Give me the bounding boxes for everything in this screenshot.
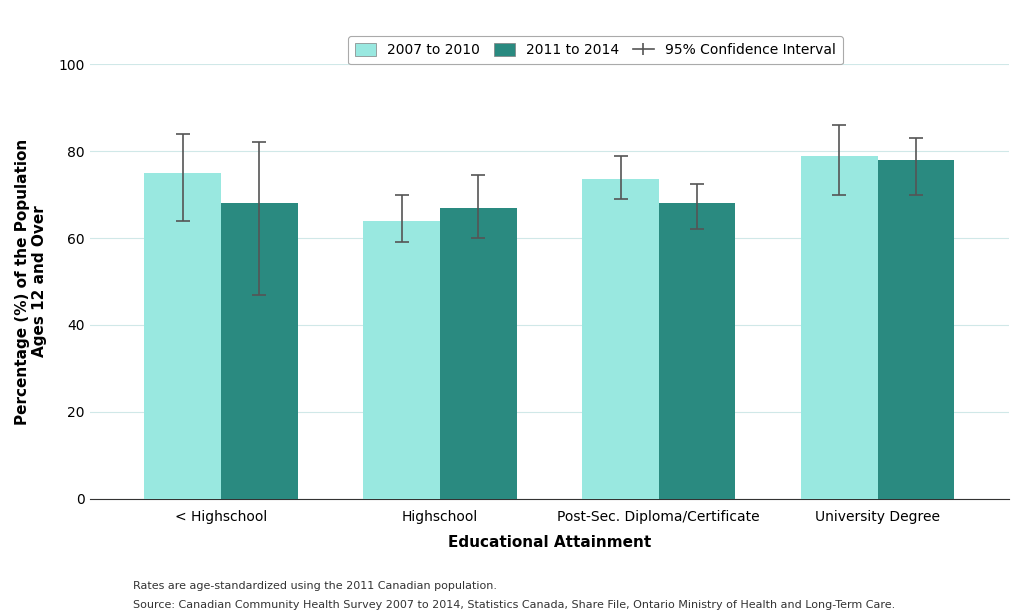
Bar — [144, 173, 221, 499]
Bar — [658, 203, 735, 499]
Bar — [440, 208, 516, 499]
Legend: 2007 to 2010, 2011 to 2014, 95% Confidence Interval: 2007 to 2010, 2011 to 2014, 95% Confiden… — [348, 36, 843, 64]
Bar — [583, 179, 658, 499]
Bar — [364, 220, 440, 499]
Text: Source: Canadian Community Health Survey 2007 to 2014, Statistics Canada, Share : Source: Canadian Community Health Survey… — [133, 600, 895, 610]
Bar — [221, 203, 298, 499]
Bar — [878, 160, 954, 499]
Text: Rates are age-standardized using the 2011 Canadian population.: Rates are age-standardized using the 201… — [133, 581, 497, 591]
Bar — [801, 155, 878, 499]
Y-axis label: Percentage (%) of the Population
Ages 12 and Over: Percentage (%) of the Population Ages 12… — [15, 138, 47, 425]
X-axis label: Educational Attainment: Educational Attainment — [447, 535, 651, 550]
